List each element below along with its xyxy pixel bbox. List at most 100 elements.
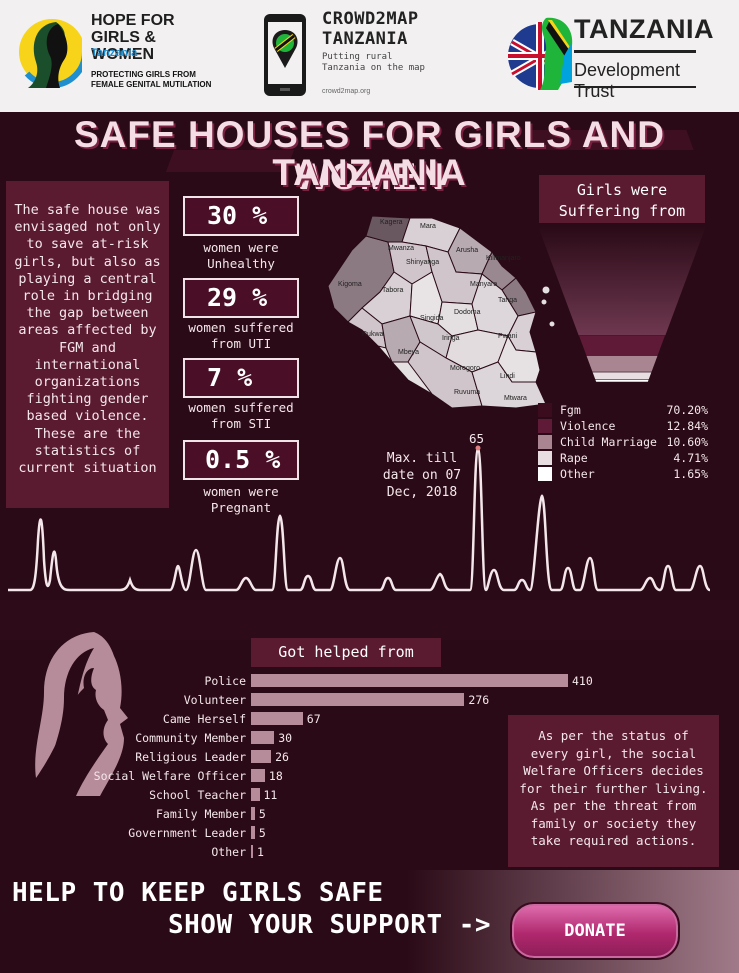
map-region-label: Arusha bbox=[456, 247, 478, 254]
bar-value: 30 bbox=[278, 731, 293, 745]
hope-for-girls-logo: HOPE FOR GIRLS & WOMEN Tanzania PROTECTI… bbox=[16, 6, 216, 106]
page-subtitle: TANZANIA bbox=[272, 152, 467, 193]
crowd2map-url: crowd2map.org bbox=[322, 88, 371, 95]
hope-title-line2: GIRLS & WOMEN bbox=[91, 29, 156, 63]
legend-value: 12.84% bbox=[666, 419, 708, 433]
crowd2map-title-line1: CROWD2MAP bbox=[322, 9, 419, 29]
max-note-text: Max. till date on 07 Dec, 2018 bbox=[380, 450, 464, 501]
background-shape bbox=[0, 600, 739, 640]
funnel-title-box: Girls were Suffering from bbox=[539, 175, 705, 223]
funnel-segment-child-marriage bbox=[585, 355, 659, 373]
funnel-legend: Fgm 70.20% Violence 12.84% Child Marriage 10.… bbox=[538, 402, 710, 482]
bar-label: Family Member bbox=[155, 807, 246, 821]
crowd2map-sub2: Tanzania on the map bbox=[322, 63, 425, 73]
map-region-label: Shinyanga bbox=[406, 259, 439, 266]
stat-caption-line1: women suffered bbox=[188, 320, 294, 335]
bar bbox=[251, 807, 255, 820]
crowd2map-sub1: Putting rural bbox=[322, 52, 393, 62]
bar bbox=[251, 731, 275, 744]
legend-swatch bbox=[538, 435, 552, 449]
bar bbox=[251, 769, 265, 782]
bar bbox=[251, 712, 303, 725]
legend-label: Violence bbox=[560, 419, 616, 433]
map-region-label: Manyara bbox=[470, 281, 497, 288]
legend-label: Other bbox=[560, 467, 595, 481]
bar-value: 1 bbox=[257, 845, 264, 859]
side-note-text: As per the status of every girl, the soc… bbox=[519, 728, 708, 848]
hope-tagline1: PROTECTING GIRLS FROM bbox=[91, 70, 196, 79]
bar-value: 276 bbox=[468, 693, 490, 707]
map-region-label: Kagera bbox=[380, 219, 403, 226]
footer-line1: HELP TO KEEP GIRLS SAFE bbox=[12, 878, 384, 908]
stat-value-pregnant: 0.5 % bbox=[183, 440, 299, 480]
bar bbox=[251, 750, 272, 763]
legend-swatch bbox=[538, 419, 552, 433]
legend-item: Violence 12.84% bbox=[538, 418, 710, 434]
funnel-chart bbox=[538, 226, 706, 383]
bar-value: 11 bbox=[263, 788, 278, 802]
max-note-line3: Dec, 2018 bbox=[386, 485, 458, 500]
funnel-segment-violence bbox=[578, 335, 666, 356]
helped-title-box: Got helped from bbox=[251, 638, 441, 667]
stat-caption-line1: women were bbox=[203, 240, 279, 255]
legend-item: Other 1.65% bbox=[538, 466, 710, 482]
bar-value: 26 bbox=[275, 750, 289, 764]
bar-value: 18 bbox=[268, 769, 283, 783]
map-region-label: Mwanza bbox=[388, 245, 414, 252]
hope-tagline2: FEMALE GENITAL MUTILATION bbox=[91, 80, 212, 89]
bar bbox=[251, 788, 260, 801]
header-banner: HOPE FOR GIRLS & WOMEN Tanzania PROTECTI… bbox=[0, 0, 739, 112]
woman-profile-icon bbox=[35, 632, 129, 796]
stat-caption-uti: women suffered from UTI bbox=[176, 320, 306, 352]
max-note-line1: Max. till bbox=[386, 451, 458, 466]
legend-swatch bbox=[538, 403, 552, 417]
bar-label: Government Leader bbox=[128, 826, 246, 840]
heartbeat-line bbox=[8, 445, 711, 592]
map-region-label: Kigoma bbox=[338, 281, 362, 288]
bar-label: Came Herself bbox=[162, 712, 246, 726]
bar-value: 67 bbox=[306, 712, 321, 726]
map-region-label: Mbeya bbox=[398, 349, 419, 356]
max-note-line2: date on 07 bbox=[382, 468, 462, 483]
map-region-label: Tabora bbox=[382, 287, 404, 294]
legend-value: 10.60% bbox=[666, 435, 708, 449]
map-region-label: Singida bbox=[420, 315, 443, 322]
legend-value: 70.20% bbox=[666, 403, 708, 417]
stat-value-unhealthy: 30 % bbox=[183, 196, 299, 236]
stat-caption-pregnant: women were Pregnant bbox=[176, 484, 306, 516]
stat-caption-line2: from UTI bbox=[210, 336, 272, 351]
legend-item: Child Marriage 10.60% bbox=[538, 434, 710, 450]
bar-value: 410 bbox=[572, 674, 593, 688]
intro-text: The safe house was envisaged not only to… bbox=[14, 202, 161, 477]
map-region-label: Rukwa bbox=[362, 331, 384, 338]
bar-value: 5 bbox=[258, 826, 266, 840]
funnel-segment-rape bbox=[591, 371, 653, 380]
hope-title-line1: HOPE FOR bbox=[91, 12, 175, 29]
donate-button[interactable]: DONATE bbox=[510, 902, 680, 960]
legend-label: Child Marriage bbox=[560, 435, 657, 449]
funnel-segment-fgm bbox=[538, 226, 706, 336]
page-title: SAFE HOUSES FOR GIRLS AND WOMEN bbox=[73, 114, 665, 197]
legend-item: Fgm 70.20% bbox=[538, 402, 710, 418]
flag-face-icon bbox=[508, 17, 573, 91]
footer-line2: SHOW YOUR SUPPORT -> bbox=[168, 910, 492, 940]
bar-label: Other bbox=[211, 845, 246, 859]
funnel-segment-other bbox=[594, 379, 650, 383]
tanzania-region-map: Kagera Mara Mwanza Arusha Shinyanga Kilimanja… bbox=[327, 215, 556, 409]
bar bbox=[251, 674, 568, 687]
bar-label: School Teacher bbox=[149, 788, 246, 802]
map-region-label: Lindi bbox=[500, 373, 515, 380]
stat-caption-sti: women suffered from STI bbox=[176, 400, 306, 432]
tdt-divider bbox=[574, 50, 696, 53]
map-region-label: Dodoma bbox=[454, 309, 481, 316]
map-region-label: Tanga bbox=[498, 297, 517, 304]
map-region-label: Mara bbox=[420, 223, 436, 230]
helped-bar-chart: Police 410 Volunteer 276 Came Herself 67 Commu… bbox=[0, 672, 739, 862]
map-region-label: Morogoro bbox=[450, 365, 480, 372]
bar-value: 5 bbox=[258, 807, 266, 821]
crowd2map-logo: CROWD2MAP TANZANIA Putting rural Tanzani… bbox=[262, 6, 472, 106]
stat-caption-line1: women were bbox=[203, 484, 279, 499]
bar bbox=[251, 826, 255, 839]
bar-label: Religious Leader bbox=[135, 750, 246, 764]
